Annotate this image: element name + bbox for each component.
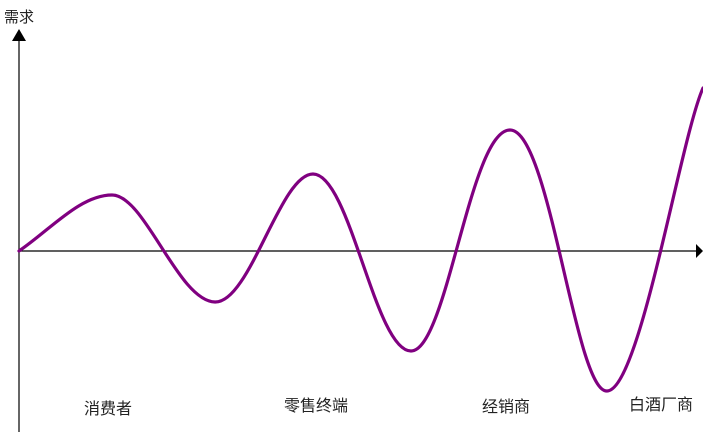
- stage-label-consumer: 消费者: [84, 401, 132, 417]
- stage-label-distributor: 经销商: [482, 399, 530, 415]
- y-axis-label: 需求: [4, 10, 34, 25]
- y-axis-arrow-icon: [12, 29, 26, 41]
- demand-curve: [19, 88, 703, 391]
- stage-label-manufacturer: 白酒厂商: [629, 397, 693, 413]
- x-axis-arrow-icon: [696, 244, 703, 258]
- stage-label-retail-terminal: 零售终端: [284, 398, 348, 414]
